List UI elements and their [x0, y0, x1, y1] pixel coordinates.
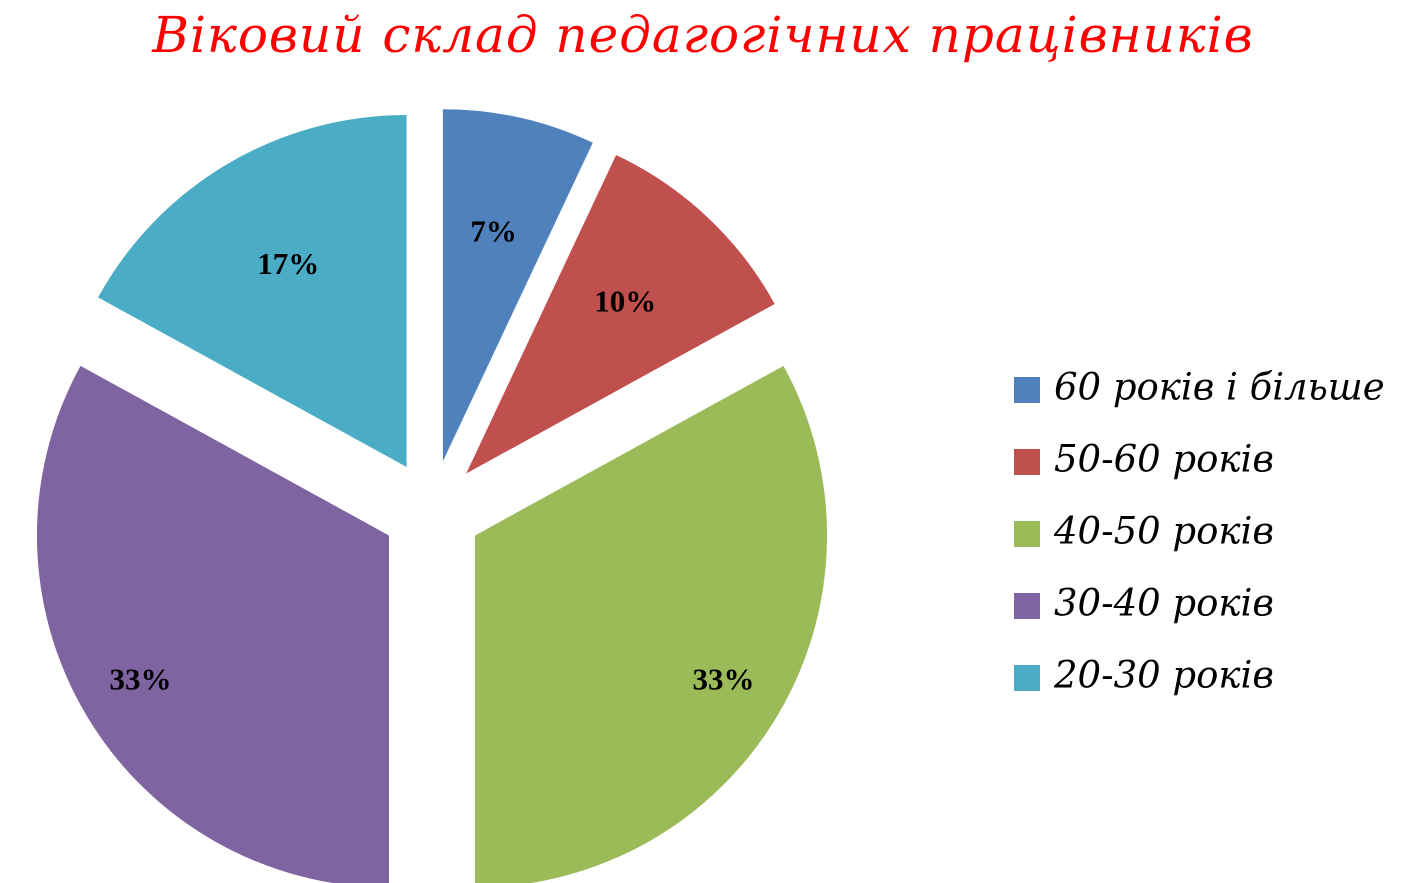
legend-label-3: 40-50 років	[1053, 510, 1274, 553]
slice-label-4: 33%	[110, 661, 172, 696]
slice-label-2: 10%	[594, 283, 656, 318]
pie-slice-2	[466, 155, 775, 474]
legend-swatch-2	[1014, 449, 1040, 475]
legend-label-4: 30-40 років	[1054, 582, 1274, 625]
pie-slice-5	[98, 114, 407, 467]
legend-swatch-1	[1014, 377, 1040, 403]
slice-label-5: 17%	[257, 246, 319, 281]
legend-label-5: 20-30 років	[1053, 654, 1274, 697]
pie-slice-3	[475, 365, 827, 883]
slice-label-1: 7%	[470, 214, 517, 249]
legend-swatch-3	[1014, 521, 1040, 547]
legend-label-1: 60 років і більше	[1054, 366, 1385, 409]
legend-label-2: 50-60 років	[1054, 438, 1274, 481]
pie-slice-1	[442, 109, 593, 462]
pie-slice-4	[37, 365, 389, 883]
chart-title: Віковий склад педагогічних працівників	[152, 6, 1254, 64]
slice-label-3: 33%	[692, 661, 754, 696]
legend-swatch-4	[1014, 593, 1040, 619]
legend-swatch-5	[1014, 665, 1040, 691]
